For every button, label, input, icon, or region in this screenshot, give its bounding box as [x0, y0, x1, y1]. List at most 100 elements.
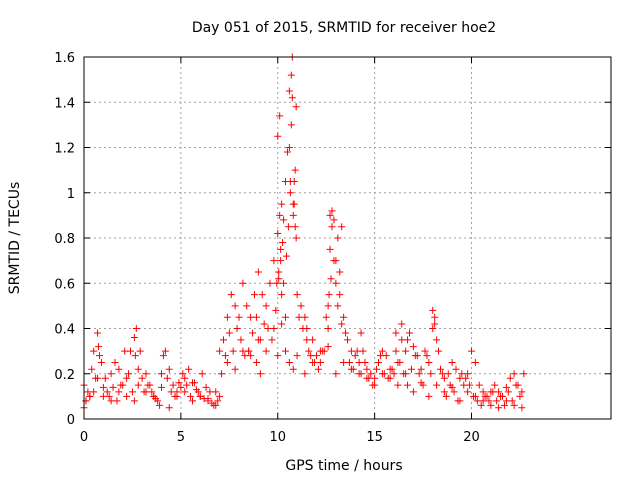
data-point	[287, 121, 295, 129]
data-point	[88, 365, 96, 373]
data-point	[286, 189, 294, 197]
data-point	[111, 358, 119, 366]
data-point	[247, 352, 255, 360]
data-point	[293, 291, 301, 299]
data-point	[159, 352, 167, 360]
data-point	[327, 275, 335, 283]
data-point	[396, 358, 404, 366]
data-point	[332, 257, 340, 265]
data-point	[497, 392, 505, 400]
data-point	[409, 388, 417, 396]
data-point	[125, 370, 133, 378]
data-point	[324, 325, 332, 332]
data-point	[254, 268, 262, 276]
data-point	[99, 383, 107, 391]
data-point	[256, 370, 264, 378]
data-point	[487, 401, 495, 409]
data-point	[136, 347, 144, 355]
data-point	[278, 291, 286, 299]
data-point	[280, 216, 288, 224]
data-point	[123, 392, 131, 400]
data-point	[440, 388, 448, 396]
data-point	[249, 329, 257, 337]
data-point	[471, 392, 479, 400]
data-point	[425, 358, 433, 366]
data-point	[202, 383, 210, 391]
data-point	[278, 200, 286, 208]
data-point	[274, 229, 282, 237]
x-tick-label: 5	[177, 430, 185, 445]
data-point	[94, 329, 102, 337]
grid-lines	[84, 57, 611, 419]
data-point	[206, 388, 214, 396]
data-point	[252, 313, 260, 321]
data-point	[293, 352, 301, 360]
data-point	[181, 388, 189, 396]
data-point	[336, 268, 344, 276]
data-point	[493, 397, 501, 405]
data-point	[156, 401, 164, 409]
x-tick-label: 15	[366, 430, 383, 445]
data-point	[417, 379, 425, 387]
data-points	[80, 53, 528, 412]
data-point	[86, 392, 94, 400]
data-point	[520, 370, 528, 378]
data-point	[376, 352, 384, 360]
data-point	[371, 381, 379, 389]
data-point	[309, 358, 317, 366]
data-point	[433, 381, 441, 389]
data-point	[268, 336, 276, 344]
data-point	[427, 370, 435, 378]
data-point	[295, 313, 303, 321]
data-point	[375, 358, 382, 366]
y-tick-label: 0	[67, 413, 75, 428]
data-point	[262, 347, 270, 355]
data-point	[378, 347, 386, 355]
data-point	[344, 336, 351, 344]
data-point	[128, 388, 136, 396]
y-tick-label: 0.2	[54, 368, 75, 383]
data-point	[326, 211, 334, 219]
data-point	[351, 352, 359, 360]
data-point	[398, 320, 406, 328]
data-point	[450, 388, 458, 396]
data-point	[142, 388, 150, 396]
data-point	[107, 397, 115, 405]
data-point	[212, 401, 220, 409]
data-point	[431, 320, 439, 328]
data-point	[144, 381, 152, 389]
data-point	[187, 392, 195, 400]
y-tick-label: 0.8	[54, 232, 75, 247]
data-point	[303, 336, 311, 344]
data-point	[220, 336, 227, 344]
data-point	[404, 381, 412, 389]
data-point	[402, 370, 410, 378]
data-point	[138, 374, 146, 382]
data-point	[409, 343, 417, 351]
data-point	[288, 94, 296, 102]
data-point	[340, 313, 348, 321]
data-point	[340, 358, 348, 366]
data-point	[276, 112, 284, 120]
data-point	[431, 313, 439, 321]
data-point	[404, 336, 412, 344]
data-point	[196, 392, 204, 400]
data-point	[326, 245, 334, 253]
data-point	[272, 306, 280, 314]
data-point	[99, 392, 107, 400]
data-point	[123, 374, 131, 382]
data-point	[260, 320, 268, 328]
data-point	[150, 392, 158, 400]
data-point	[233, 325, 241, 332]
data-point	[510, 401, 518, 409]
y-tick-label: 0.6	[54, 277, 75, 292]
data-point	[456, 397, 464, 405]
data-point	[367, 370, 375, 378]
data-point	[386, 374, 394, 382]
data-point	[158, 383, 165, 391]
data-point	[239, 279, 247, 287]
data-point	[324, 302, 332, 310]
data-point	[466, 381, 474, 389]
data-point	[307, 352, 315, 360]
